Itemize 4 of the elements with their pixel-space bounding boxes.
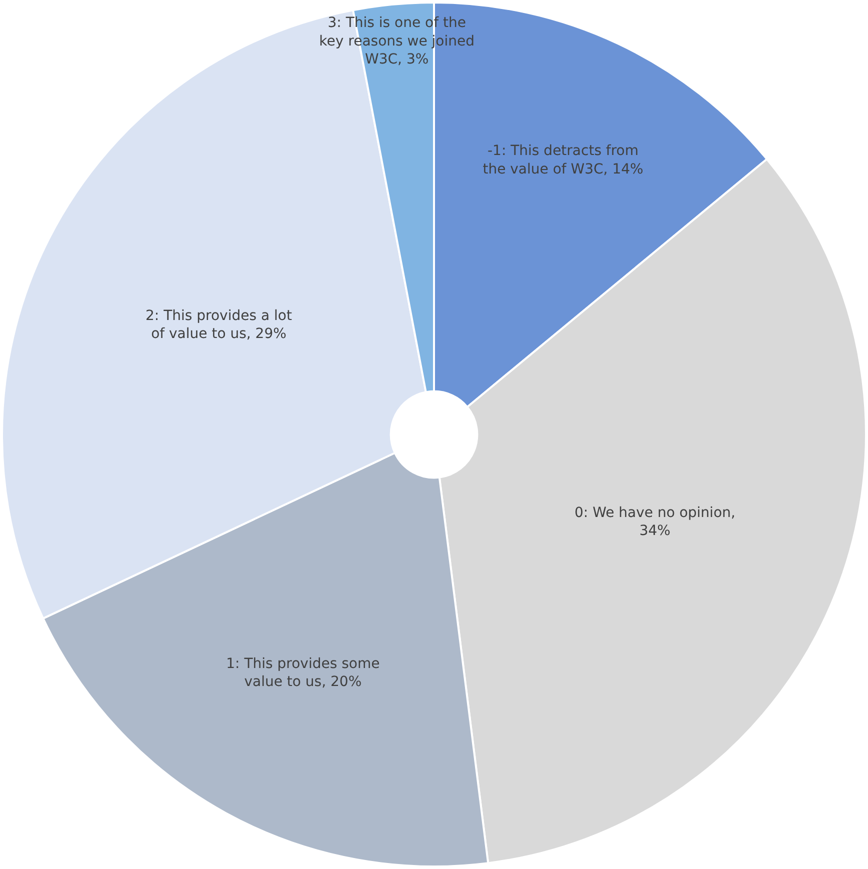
slice-label: 2: This provides a lot of value to us, 29% <box>146 308 292 342</box>
slice-label: 0: We have no opinion, 34% <box>574 504 736 540</box>
slice-label: -1: This detracts from the value of W3C, 14% <box>482 143 644 178</box>
slice-label: 1: This provides some value to us, 20% <box>226 656 380 690</box>
